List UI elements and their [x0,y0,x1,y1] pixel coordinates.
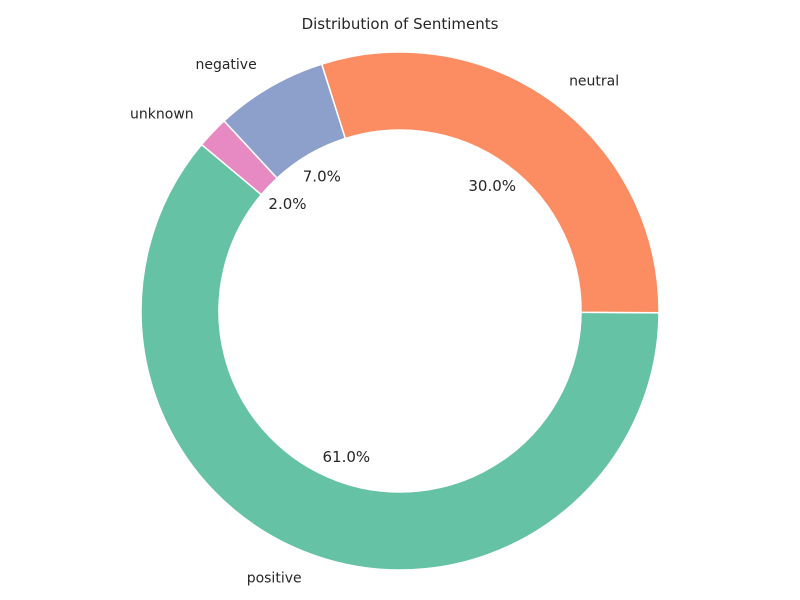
slice-label-negative: negative [195,57,256,73]
slice-neutral [320,51,660,314]
pct-label-positive: 61.0% [323,448,371,466]
slice-unknown [200,119,279,196]
slice-label-positive: positive [247,570,302,586]
slice-label-unknown: unknown [130,107,194,123]
pct-label-unknown: 2.0% [268,195,306,213]
slice-label-neutral: neutral [569,74,619,90]
slices-layer [140,51,660,571]
slice-positive [140,143,660,571]
pct-label-negative: 7.0% [303,168,341,186]
pct-label-neutral: 30.0% [468,177,516,195]
chart-title: Distribution of Sentiments [302,15,499,33]
labels-layer: positive 61.0% neutral 30.0% negative 7.0% unk… [130,57,619,587]
